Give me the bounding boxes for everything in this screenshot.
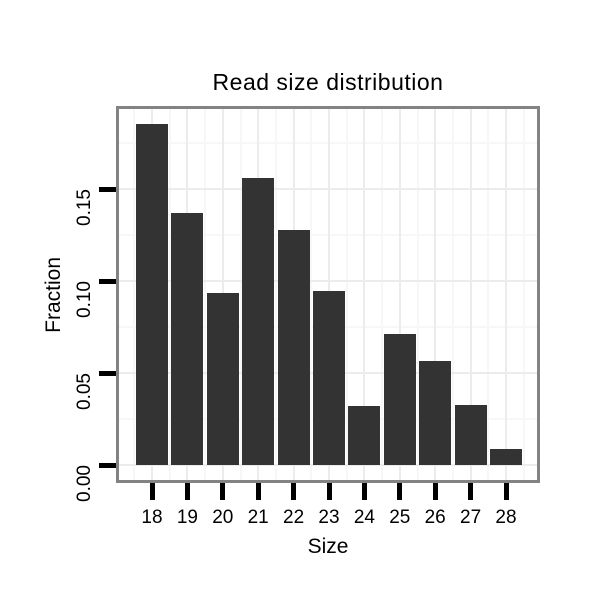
bar-size-20 (206, 293, 239, 465)
y-tick (99, 186, 116, 192)
gridline-major-vertical (469, 109, 472, 480)
gridline-minor-vertical (416, 109, 419, 480)
x-tick (255, 483, 261, 500)
x-tick (468, 483, 474, 500)
y-tick-label: 0.15 (74, 189, 95, 226)
x-tick (432, 483, 438, 500)
x-tick (184, 483, 190, 500)
x-tick-label: 28 (495, 507, 517, 528)
x-tick-label: 21 (247, 507, 269, 528)
bar-size-24 (348, 406, 381, 465)
x-tick-label: 18 (141, 507, 163, 528)
x-tick-label: 23 (318, 507, 340, 528)
gridline-minor-vertical (133, 109, 136, 480)
gridline-minor-vertical (451, 109, 454, 480)
bar-size-26 (419, 361, 452, 465)
x-tick-label: 26 (424, 507, 446, 528)
gridline-major-vertical (363, 109, 366, 480)
x-axis-title: Size (307, 535, 349, 558)
x-tick-label: 24 (353, 507, 375, 528)
y-tick-label: 0.05 (74, 373, 95, 410)
gridline-major-vertical (505, 109, 507, 480)
bar-size-27 (454, 405, 487, 465)
x-tick-label: 22 (283, 507, 305, 528)
x-tick-label: 27 (460, 507, 482, 528)
plot-panel (116, 106, 540, 483)
y-tick (99, 370, 116, 376)
x-tick-label: 20 (212, 507, 234, 528)
gridline-minor-vertical (487, 109, 490, 480)
gridline-minor-vertical (168, 109, 171, 480)
y-tick (99, 278, 116, 284)
x-tick (326, 483, 332, 500)
bar-size-22 (277, 230, 310, 465)
x-tick (503, 483, 509, 500)
x-tick (149, 483, 155, 500)
x-tick (361, 483, 367, 500)
y-tick-label: 0.00 (74, 465, 95, 502)
bar-size-18 (136, 124, 168, 465)
x-tick-label: 25 (389, 507, 411, 528)
gridline-major-vertical (434, 109, 437, 480)
bar-size-28 (490, 449, 522, 465)
gridline-minor-vertical (345, 109, 348, 480)
bar-size-19 (171, 213, 204, 465)
gridline-minor-vertical (310, 109, 313, 480)
gridline-minor-vertical (204, 109, 207, 480)
bar-size-21 (242, 178, 275, 465)
x-tick (397, 483, 403, 500)
gridline-major-horizontal (119, 188, 537, 190)
gridline-minor-vertical (274, 109, 277, 480)
bar-size-23 (313, 291, 345, 465)
x-tick-label: 19 (176, 507, 198, 528)
y-tick-label: 0.10 (74, 281, 95, 318)
gridline-major-horizontal (119, 464, 537, 466)
plot-area (119, 109, 537, 480)
gridline-major-horizontal (119, 280, 537, 282)
y-axis-title: Fraction (42, 257, 65, 333)
bar-size-25 (383, 334, 416, 465)
x-tick (220, 483, 226, 500)
y-tick (99, 462, 116, 468)
gridline-minor-vertical (239, 109, 242, 480)
x-tick (291, 483, 297, 500)
gridline-minor-vertical (381, 109, 384, 480)
chart-title: Read size distribution (212, 69, 444, 95)
gridline-major-vertical (398, 109, 401, 480)
gridline-minor-vertical (522, 109, 525, 480)
